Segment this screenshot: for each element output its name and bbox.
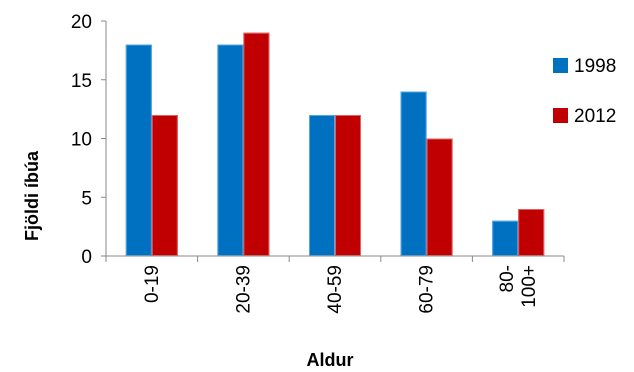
bar-1998-1 [217,44,244,256]
y-tick-label: 10 [71,130,92,151]
bar-1998-0 [125,44,152,256]
x-tick-label: 20-39 [233,265,254,314]
bar-2012-2 [335,115,361,256]
x-tick-label: 0-19 [142,265,163,303]
y-tick-label: 0 [81,247,92,268]
bars [125,32,545,256]
legend-label-1998: 1998 [574,56,616,77]
y-tick-label: 20 [71,12,92,33]
y-tick-label: 15 [71,71,92,92]
x-axis-ticks: 0-19 20-39 40-59 60-79 80- 100+ [105,256,565,314]
x-axis-title: Aldur [307,350,354,370]
legend: 1998 2012 [553,56,616,127]
bar-2012-3 [426,138,453,256]
legend-label-2012: 2012 [574,106,616,127]
legend-swatch-1998 [553,58,568,73]
y-axis-title: Fjöldi íbúa [22,150,42,241]
bar-1998-2 [309,115,335,256]
y-tick-label: 5 [81,188,92,209]
bar-2012-1 [243,32,270,256]
bar-1998-3 [400,91,427,256]
x-tick-label: 100+ [519,265,540,308]
bar-1998-4 [492,220,519,256]
bar-2012-4 [518,209,545,256]
x-tick-label: 60-79 [417,265,438,314]
x-tick-label: 80- [497,265,518,292]
y-axis-ticks: 0 5 10 15 20 [71,12,106,268]
legend-swatch-2012 [553,108,568,123]
x-tick-label: 40-59 [325,265,346,314]
bar-2012-0 [151,115,178,256]
